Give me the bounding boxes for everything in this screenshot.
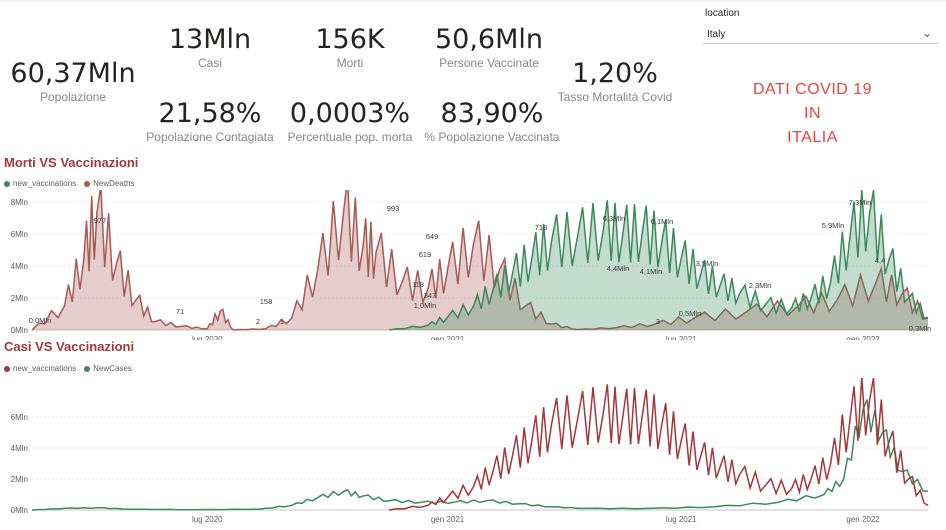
y-tick-label: 4Mln — [11, 262, 28, 271]
x-tick-label: lug 2020 — [192, 335, 223, 340]
chart-legend: new_vaccinations NewDeaths — [4, 179, 135, 188]
data-label: 649 — [426, 232, 439, 241]
series-line — [31, 399, 929, 511]
chart-legend: new_vaccinations NewCases — [4, 364, 132, 373]
series-area — [32, 190, 928, 330]
legend-item[interactable]: NewDeaths — [84, 179, 135, 188]
kpi-value: 156K — [315, 24, 385, 55]
kpi-value: 13Mln — [168, 24, 252, 55]
series-area — [389, 190, 928, 330]
series-line — [388, 378, 929, 511]
data-label: 4,4Mln — [607, 264, 630, 273]
legend-label: NewDeaths — [93, 179, 135, 188]
casi-vs-vaccinazioni-chart[interactable]: 0Mln 2Mln 4Mln 6Mln lug 2020 gen 2021 lug 2021… — [0, 378, 946, 528]
kpi-value: 60,37Mln — [10, 58, 136, 89]
kpi-value: 50,6Mln — [434, 24, 544, 55]
banner-line: ITALIA — [787, 129, 838, 146]
chevron-down-icon[interactable]: ⌄ — [921, 26, 932, 40]
legend-dot — [4, 180, 10, 187]
kpi-contagiata: 21,58% Popolazione Contagiata — [140, 98, 280, 144]
y-tick-label: 2Mln — [11, 475, 28, 484]
kpi-label: Percentuale pop. morta — [287, 130, 413, 144]
data-label: 2,3Mln — [749, 281, 772, 290]
data-label: 0,0Mln — [29, 316, 52, 325]
kpi-label: Morti — [336, 56, 364, 70]
y-tick-label: 6Mln — [11, 230, 28, 239]
banner-line: IN — [804, 105, 821, 122]
data-label: 347 — [424, 291, 437, 300]
data-label: 3 — [656, 317, 660, 326]
title-banner: DATI COVID 19 IN ITALIA — [720, 78, 905, 150]
morti-vs-vaccinazioni-chart[interactable]: 0Mln 2Mln 4Mln 6Mln 8Mln lug 2020 gen 2021 lug … — [0, 190, 946, 340]
data-label: 5,9Mln — [822, 221, 845, 230]
data-label: 118 — [412, 280, 424, 289]
kpi-pop-morta: 0,0003% Percentuale pop. morta — [280, 98, 420, 144]
y-tick-label: 2Mln — [11, 294, 28, 303]
series-line — [31, 190, 929, 331]
kpi-value: 83,90% — [440, 98, 544, 129]
data-label: 993 — [387, 204, 400, 213]
kpi-label: Casi — [197, 56, 222, 70]
data-label: 6,3Mln — [603, 214, 626, 223]
kpi-mortalita: 1,20% Tasso Mortalità Covid — [550, 58, 680, 104]
slicer-title: location — [705, 8, 740, 19]
kpi-label: Persone Vaccinate — [439, 56, 539, 70]
kpi-pop-vaccinata: 83,90% % Popolazione Vaccinata — [422, 98, 562, 144]
y-tick-label: 6Mln — [11, 413, 28, 422]
legend-label: new_vaccinations — [13, 364, 77, 373]
y-tick-label: 8Mln — [11, 198, 28, 207]
series-line — [388, 190, 929, 331]
y-tick-label: 0Mln — [11, 506, 28, 515]
y-tick-label: 4Mln — [11, 444, 28, 453]
legend-item[interactable]: new_vaccinations — [4, 179, 76, 188]
kpi-label: Popolazione — [39, 90, 107, 104]
data-label: 3,5Mln — [696, 259, 719, 268]
x-tick-label: gen 2021 — [431, 515, 465, 524]
top-border — [0, 0, 946, 2]
kpi-casi: 13Mln Casi — [145, 24, 275, 70]
kpi-morti: 156K Morti — [285, 24, 415, 70]
kpi-value: 1,20% — [572, 58, 658, 89]
legend-label: new_vaccinations — [13, 179, 77, 188]
chart-title: Morti VS Vaccinazioni — [4, 155, 139, 170]
legend-dot — [84, 180, 91, 187]
kpi-popolazione: 60,37Mln Popolazione — [8, 58, 138, 104]
x-tick-label: lug 2020 — [192, 515, 223, 524]
y-tick-label: 0Mln — [11, 326, 28, 335]
data-label: 718 — [535, 223, 548, 232]
legend-item[interactable]: NewCases — [84, 364, 132, 373]
legend-dot — [4, 365, 10, 372]
kpi-value: 21,58% — [158, 98, 262, 129]
legend-item[interactable]: new_vaccinations — [4, 364, 76, 373]
x-tick-label: gen 2022 — [846, 515, 880, 524]
data-label: 977 — [94, 216, 107, 225]
data-label: 0,5Mln — [679, 309, 702, 318]
data-label: 7,3Mln — [849, 198, 872, 207]
data-label: 71 — [176, 307, 184, 316]
banner-line: DATI COVID 19 — [752, 81, 873, 98]
chart-title: Casi VS Vaccinazioni — [4, 339, 135, 354]
kpi-vaccinati: 50,6Mln Persone Vaccinate — [424, 24, 554, 70]
kpi-label: Tasso Mortalità Covid — [557, 90, 673, 104]
slicer-selected-value: Italy — [707, 29, 726, 40]
legend-label: NewCases — [93, 364, 132, 373]
data-label: 0,3Mln — [909, 324, 932, 333]
data-label: 4,1Mln — [640, 267, 663, 276]
data-label: 2 — [256, 317, 260, 326]
data-label: 4,4 — [875, 256, 885, 265]
data-label: 1,0Mln — [414, 301, 437, 310]
location-dropdown[interactable]: Italy ⌄ — [703, 25, 938, 44]
kpi-value: 0,0003% — [289, 98, 411, 129]
x-tick-label: lug 2021 — [666, 335, 697, 340]
legend-dot — [84, 365, 91, 372]
data-label: 158 — [260, 297, 273, 306]
data-label: 619 — [419, 250, 432, 259]
data-label: 1 — [280, 317, 284, 326]
x-tick-label: gen 2022 — [846, 335, 880, 340]
x-tick-label: gen 2021 — [431, 335, 465, 340]
kpi-label: Popolazione Contagiata — [146, 130, 274, 144]
kpi-label: % Popolazione Vaccinata — [424, 130, 560, 144]
x-tick-label: lug 2021 — [666, 515, 697, 524]
data-label: 6,1Mln — [651, 217, 674, 226]
